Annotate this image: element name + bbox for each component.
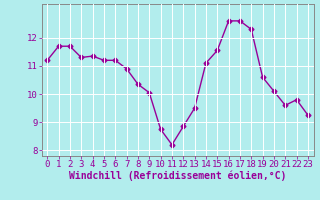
X-axis label: Windchill (Refroidissement éolien,°C): Windchill (Refroidissement éolien,°C) <box>69 171 286 181</box>
